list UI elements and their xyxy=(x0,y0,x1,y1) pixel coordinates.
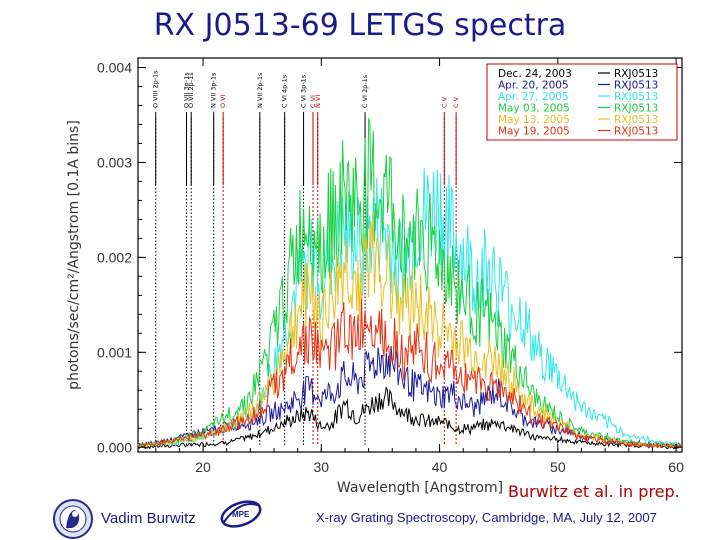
legend-label: RXJ0513 xyxy=(614,91,658,103)
series-line xyxy=(137,298,682,449)
series-line xyxy=(137,386,682,450)
legend-date: Dec. 24, 2003 xyxy=(498,68,572,80)
legend: Dec. 24, 2003 RXJ0513 Apr. 20, 2005 RXJ0513… xyxy=(486,63,678,141)
legend-box xyxy=(486,63,678,141)
spectrum-chart: O VIII 2p-1s O VII 3p-1sO VII 2p-1s N VII … xyxy=(66,57,684,496)
footer-conference: X-ray Grating Spectroscopy, Cambridge, M… xyxy=(316,510,657,525)
mpe-logo-icon: MPE xyxy=(220,500,262,528)
y-tick-label: 0.001 xyxy=(97,344,132,360)
line-id-markers: O VIII 2p-1s O VII 3p-1sO VII 2p-1s N VII … xyxy=(152,70,460,445)
legend-date: Apr. 27, 2005 xyxy=(498,91,569,103)
legend-label: RXJ0513 xyxy=(614,68,658,80)
line-id-label: N VI xyxy=(314,95,322,108)
line-id-label: O VI xyxy=(219,94,227,108)
line-id-label: C VI 2p-1s xyxy=(361,74,369,108)
mpe-logo-text: MPE xyxy=(232,510,250,519)
y-tick-label: 0.002 xyxy=(97,249,132,265)
legend-label: RXJ0513 xyxy=(614,114,658,126)
legend-date: Apr. 20, 2005 xyxy=(498,80,569,92)
line-id-label: C VI xyxy=(309,95,317,108)
slide-title: RX J0513-69 LETGS spectra xyxy=(153,8,567,43)
line-id-label: C V xyxy=(452,96,460,108)
y-axis-label: photons/sec/cm²/Angstrom [0.1A bins] xyxy=(66,120,82,390)
y-tick-label: 0.003 xyxy=(97,154,132,170)
legend-label: RXJ0513 xyxy=(614,126,658,138)
line-id-label: C VI 3p-1s xyxy=(300,74,308,108)
minerva-logo-icon xyxy=(53,499,93,539)
axes: 20 30 40 50 60 0.000 0.001 0.002 0.003 0.004 Wavel… xyxy=(66,58,684,496)
x-tick-label: 40 xyxy=(432,459,448,475)
legend-date: May 19, 2005 xyxy=(498,126,570,138)
y-tick-label: 0.000 xyxy=(97,439,132,455)
x-tick-label: 30 xyxy=(314,459,330,475)
series-lines xyxy=(137,117,682,450)
legend-date: May 03, 2005 xyxy=(498,103,570,115)
legend-label: RXJ0513 xyxy=(614,103,658,115)
line-id-label: O VIII 2p-1s xyxy=(152,70,160,108)
x-tick-label: 50 xyxy=(550,459,566,475)
y-tick-label: 0.004 xyxy=(97,59,132,75)
line-id-label: N VII 3p-1s xyxy=(210,72,218,108)
author-name: Vadim Burwitz xyxy=(101,510,196,527)
x-axis-label: Wavelength [Angstrom] xyxy=(337,480,503,496)
line-id-label: C VI 4p-1s xyxy=(281,74,289,108)
line-id-label: O VII 3p-1s xyxy=(182,72,190,108)
line-id-label: O VII 2p-1s xyxy=(187,72,195,108)
line-id-label: N VII 2p-1s xyxy=(256,72,264,108)
legend-date: May 13, 2005 xyxy=(498,114,570,126)
line-id-label: C V xyxy=(440,96,448,108)
citation-credit: Burwitz et al. in prep. xyxy=(508,482,680,501)
x-tick-label: 20 xyxy=(195,459,211,475)
legend-label: RXJ0513 xyxy=(614,80,658,92)
x-tick-label: 60 xyxy=(668,459,684,475)
series-line xyxy=(137,117,682,449)
